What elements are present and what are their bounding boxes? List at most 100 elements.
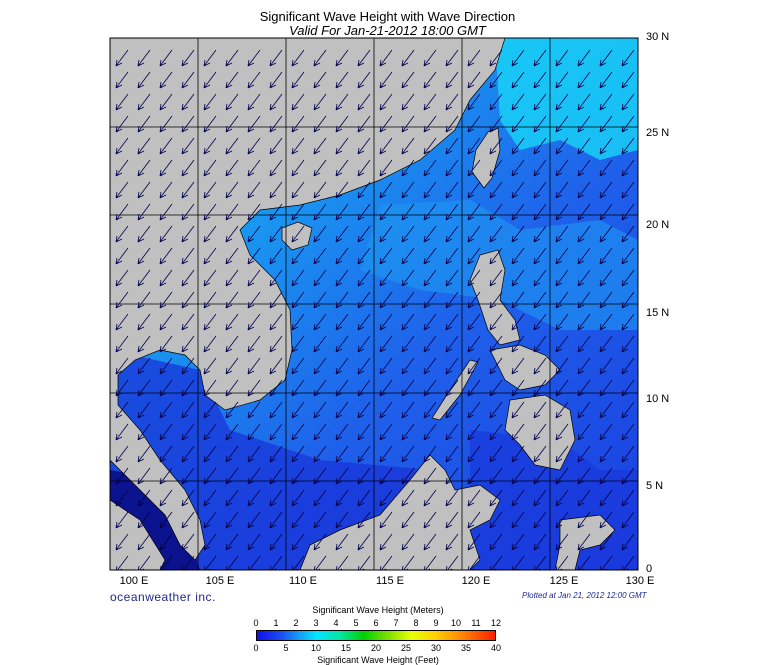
wave-arrow [577, 533, 591, 551]
wave-arrow [577, 467, 591, 485]
wave-arrow [357, 335, 371, 353]
wave-arrow [137, 379, 151, 397]
wave-arrow [599, 379, 613, 397]
wave-arrow [159, 159, 173, 177]
lat-label-0: 0 [646, 563, 653, 575]
wave-arrow [291, 423, 305, 441]
wave-arrow [467, 203, 481, 221]
wave-arrow [555, 467, 569, 485]
wave-arrow [577, 335, 591, 353]
wave-arrow [445, 291, 459, 309]
wave-arrow [357, 511, 371, 529]
wave-arrow [423, 269, 437, 287]
wave-arrow [621, 401, 635, 419]
wave-arrow [555, 269, 569, 287]
wave-arrow [445, 335, 459, 353]
wave-arrow [555, 137, 569, 155]
wave-arrow [357, 357, 371, 375]
wave-arrow [225, 401, 239, 419]
wave-arrow [467, 357, 481, 375]
map-frame [109, 37, 639, 571]
wave-arrow [269, 49, 283, 67]
wave-arrow [159, 49, 173, 67]
wave-arrow [203, 115, 217, 133]
wave-arrow [489, 313, 503, 331]
wave-arrow [511, 511, 525, 529]
wave-arrow [423, 423, 437, 441]
wave-arrow [357, 313, 371, 331]
wave-arrow [445, 225, 459, 243]
wave-arrow [533, 269, 547, 287]
wave-arrow [247, 203, 261, 221]
wave-arrow [445, 181, 459, 199]
wave-arrow [511, 159, 525, 177]
wave-arrow [489, 115, 503, 133]
wave-arrow [203, 181, 217, 199]
wave-arrow [225, 247, 239, 265]
wave-arrow [621, 71, 635, 89]
wave-arrow [423, 445, 437, 463]
wave-arrow [555, 203, 569, 221]
wave-arrow [467, 49, 481, 67]
wave-arrow [313, 93, 327, 111]
wave-arrow [313, 269, 327, 287]
lat-label-15: 15 N [646, 307, 670, 319]
legend-meters-tick: 7 [393, 618, 399, 628]
wave-arrow [181, 489, 195, 507]
wave-arrow [335, 137, 349, 155]
legend-meters-tick: 0 [253, 618, 259, 628]
wave-arrow [599, 247, 613, 265]
wave-arrow [203, 379, 217, 397]
wave-arrow [489, 137, 503, 155]
wave-arrow [401, 181, 415, 199]
wave-arrow [115, 467, 129, 485]
wave-arrow [291, 247, 305, 265]
wave-arrow [489, 423, 503, 441]
wave-arrow [137, 489, 151, 507]
wave-arrow [599, 181, 613, 199]
wave-arrow [555, 291, 569, 309]
wave-arrow [225, 159, 239, 177]
wave-arrow [115, 93, 129, 111]
wave-arrow [401, 137, 415, 155]
wave-arrow [621, 423, 635, 441]
wave-arrow [313, 379, 327, 397]
wave-arrow [555, 511, 569, 529]
wave-arrow [225, 379, 239, 397]
wave-arrow [137, 93, 151, 111]
wave-arrow [577, 137, 591, 155]
wave-arrow [621, 335, 635, 353]
wave-arrow [137, 511, 151, 529]
wave-arrow [379, 313, 393, 331]
wave-arrow [335, 93, 349, 111]
wave-arrow [511, 137, 525, 155]
legend-meters-tick: 11 [471, 618, 481, 628]
wave-arrow [445, 467, 459, 485]
wave-arrow [577, 93, 591, 111]
wave-arrow [115, 291, 129, 309]
wave-arrow [577, 423, 591, 441]
wave-arrow [467, 181, 481, 199]
wave-arrow [247, 313, 261, 331]
wave-arrow [511, 203, 525, 221]
wave-arrow [467, 401, 481, 419]
legend-meters-tick: 6 [373, 618, 379, 628]
wave-arrow [313, 423, 327, 441]
legend-meters-tick: 10 [450, 618, 461, 628]
wave-arrow [533, 335, 547, 353]
wave-arrow [555, 71, 569, 89]
legend-meters-tick: 1 [273, 618, 279, 628]
legend-feet-tick: 30 [430, 643, 441, 653]
wave-arrow [181, 401, 195, 419]
legend-meters-tick: 8 [413, 618, 419, 628]
wave-arrow [247, 467, 261, 485]
wave-arrow [423, 357, 437, 375]
wave-arrow [225, 489, 239, 507]
wave-arrow [533, 225, 547, 243]
lon-label-130: 130 E [625, 575, 655, 587]
wave-arrow [335, 71, 349, 89]
wave-arrow [313, 291, 327, 309]
wave-arrow [115, 313, 129, 331]
legend-meters-tick: 9 [433, 618, 439, 628]
valid-time-subtitle: Valid For Jan-21-2012 18:00 GMT [289, 23, 486, 38]
